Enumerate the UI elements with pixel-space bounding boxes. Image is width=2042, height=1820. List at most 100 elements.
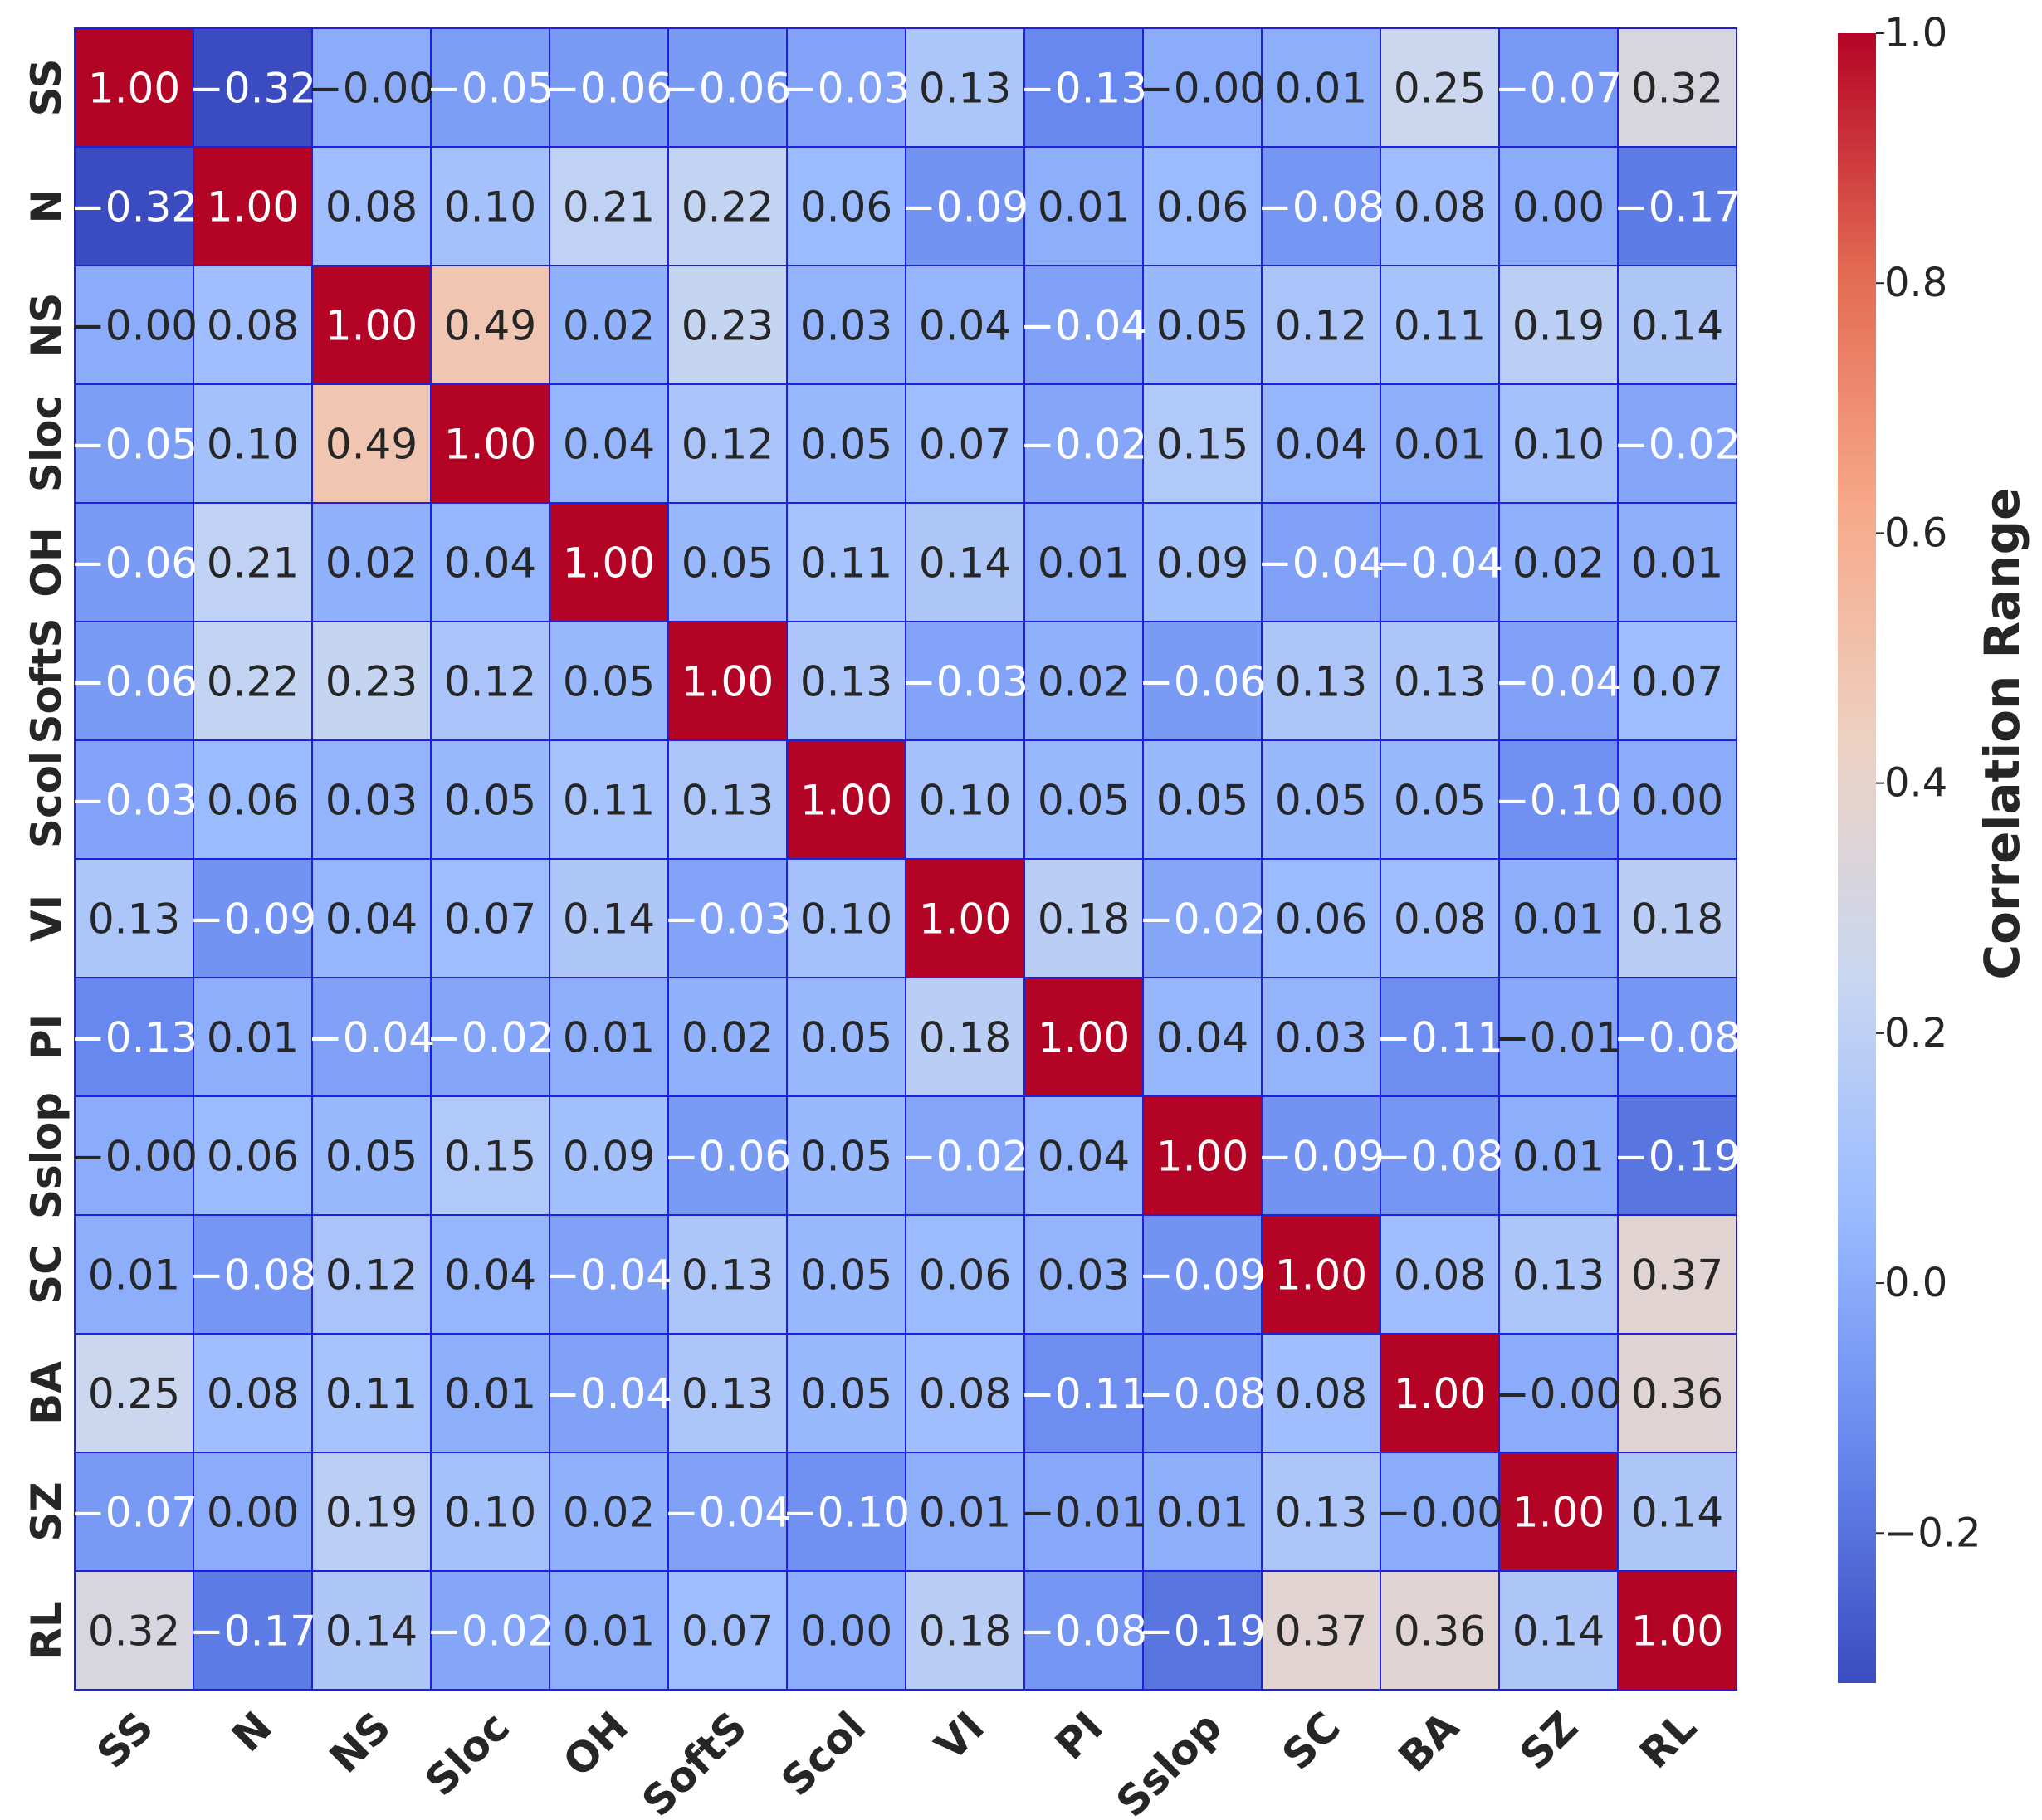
cell-value-label: 1.00 — [1512, 1489, 1605, 1537]
cell-value-label: −0.13 — [1020, 65, 1147, 113]
heatmap-cell — [74, 1095, 194, 1216]
heatmap-cell — [311, 1095, 432, 1216]
heatmap-cell — [74, 858, 194, 978]
cell-value-label: 0.25 — [1394, 65, 1486, 113]
cell-value-label: 0.10 — [800, 895, 892, 944]
x-tick-label: PI — [1046, 1702, 1112, 1769]
cell-value-label: −0.08 — [1376, 1133, 1503, 1181]
cell-value-label: 0.08 — [1394, 183, 1486, 232]
cell-value-label: 0.13 — [919, 65, 1011, 113]
heatmap-cell — [1261, 1214, 1381, 1335]
heatmap-cell — [311, 27, 432, 148]
cell-value-label: 0.04 — [444, 539, 536, 588]
cell-value-label: −0.06 — [1139, 658, 1266, 706]
cell-value-label: −0.08 — [1020, 1608, 1147, 1656]
heatmap-cell — [1023, 621, 1144, 741]
cell-value-label: 0.13 — [1394, 658, 1486, 706]
heatmap-cell — [549, 502, 669, 622]
cell-value-label: 0.13 — [1275, 1489, 1367, 1537]
heatmap-cell — [549, 1214, 669, 1335]
cell-value-label: 0.08 — [919, 1370, 1011, 1418]
heatmap-cell — [905, 1095, 1025, 1216]
x-tick-label: SS — [88, 1702, 163, 1777]
heatmap-cell — [430, 1452, 550, 1572]
cell-value-label: −0.08 — [1614, 1014, 1741, 1062]
heatmap-cell — [1142, 858, 1263, 978]
cell-value-label: 0.02 — [1038, 658, 1130, 706]
y-tick-label: SZ — [22, 1481, 71, 1541]
heatmap-cell — [1617, 146, 1737, 266]
cell-value-label: 0.25 — [88, 1370, 180, 1418]
cell-value-label: −0.00 — [1139, 65, 1266, 113]
cell-value-label: 0.32 — [88, 1608, 180, 1656]
colorbar-ticks: 1.0 0.8 0.6 0.4 0.2 0.0 −0.2 — [1876, 10, 1981, 1556]
heatmap-cell — [667, 27, 788, 148]
heatmap-cell — [1617, 1333, 1737, 1453]
heatmap-cell — [193, 858, 313, 978]
cell-value-label: 0.05 — [563, 658, 655, 706]
heatmap-cell — [905, 977, 1025, 1097]
cell-value-label: 0.12 — [1275, 302, 1367, 350]
heatmap-cell — [667, 858, 788, 978]
colorbar-tick-label: 1.0 — [1884, 10, 1947, 56]
heatmap-cell — [1380, 621, 1500, 741]
heatmap-cell — [1498, 383, 1619, 504]
heatmap-cell — [1261, 1570, 1381, 1691]
cell-value-label: 0.05 — [800, 1014, 892, 1062]
heatmap-cell — [905, 1570, 1025, 1691]
heatmap-cell — [430, 977, 550, 1097]
cell-value-label: −0.08 — [1258, 183, 1385, 232]
cell-value-label: 0.03 — [1038, 1252, 1130, 1300]
heatmap-cell — [1617, 977, 1737, 1097]
heatmap-cell — [667, 1214, 788, 1335]
cell-value-label: −0.06 — [71, 539, 198, 588]
heatmap-cell — [1023, 1095, 1144, 1216]
cell-value-label: 0.12 — [681, 421, 774, 469]
cell-value-label: 0.13 — [1512, 1252, 1605, 1300]
heatmap-cell — [905, 1333, 1025, 1453]
cell-value-label: 0.01 — [1631, 539, 1723, 588]
cell-value-label: −0.17 — [1614, 183, 1741, 232]
heatmap-cell — [1617, 739, 1737, 860]
cell-value-label: 1.00 — [1275, 1252, 1367, 1300]
heatmap-cell — [1142, 977, 1263, 1097]
cell-value-label: −0.01 — [1020, 1489, 1147, 1537]
cell-value-label: 0.37 — [1275, 1608, 1367, 1656]
y-tick-label: RL — [22, 1601, 71, 1659]
y-tick-label: Scol — [22, 751, 71, 848]
cell-value-label: 0.07 — [919, 421, 1011, 469]
cell-value-label: 0.11 — [1394, 302, 1486, 350]
heatmap-cell — [905, 265, 1025, 385]
heatmap-cell — [549, 621, 669, 741]
cell-value-label: 1.00 — [681, 658, 774, 706]
cell-value-label: −0.07 — [1495, 65, 1622, 113]
heatmap-cell — [549, 1095, 669, 1216]
cell-value-label: 0.06 — [919, 1252, 1011, 1300]
heatmap-cell — [1142, 1570, 1263, 1691]
heatmap-cell — [1498, 1095, 1619, 1216]
heatmap-cell — [1617, 265, 1737, 385]
heatmap-cell — [74, 1570, 194, 1691]
heatmap-cell — [193, 1095, 313, 1216]
x-tick-label: SZ — [1511, 1702, 1587, 1779]
cell-value-label: 0.21 — [563, 183, 655, 232]
cell-value-label: −0.00 — [1376, 1489, 1503, 1537]
cell-value-label: 0.07 — [1631, 658, 1723, 706]
cell-value-label: −0.06 — [664, 1133, 791, 1181]
cell-value-label: 0.10 — [919, 777, 1011, 825]
cell-value-label: 0.10 — [444, 183, 536, 232]
heatmap-cell — [1617, 1570, 1737, 1691]
heatmap-cell — [1142, 502, 1263, 622]
y-axis-tick-labels: SS N NS Sloc OH SoftS Scol VI PI Sslop SC BA SZ RL — [22, 59, 71, 1660]
cell-value-label: −0.06 — [71, 658, 198, 706]
heatmap-cell — [1023, 383, 1144, 504]
cell-value-label: −0.04 — [308, 1014, 435, 1062]
x-tick-label: RL — [1630, 1702, 1706, 1778]
cell-value-label: 1.00 — [1038, 1014, 1130, 1062]
cell-value-label: 0.02 — [563, 1489, 655, 1537]
heatmap-cell — [786, 146, 906, 266]
heatmap-cell — [1617, 27, 1737, 148]
heatmap-cell — [311, 1333, 432, 1453]
cell-value-label: 1.00 — [1156, 1133, 1248, 1181]
cell-value-label: −0.02 — [1139, 895, 1266, 944]
